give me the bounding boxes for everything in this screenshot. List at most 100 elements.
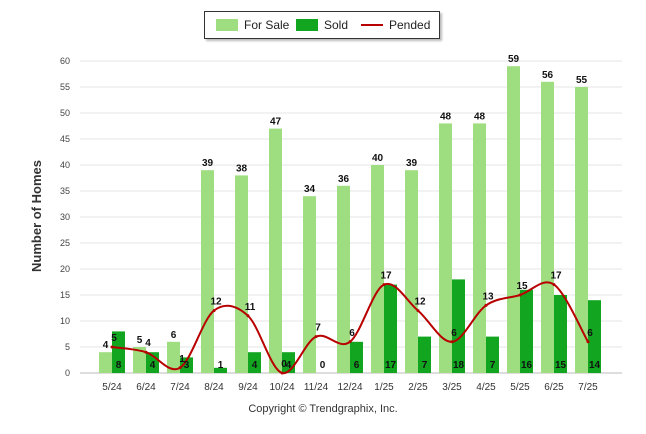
x-tick-label: 12/24 (337, 382, 362, 393)
y-tick-label: 40 (60, 160, 70, 170)
copyright: Copyright © Trendgraphix, Inc. (248, 403, 398, 415)
legend-label-sold: Sold (324, 18, 349, 32)
y-tick-label: 10 (60, 316, 70, 326)
label-for-sale: 38 (236, 163, 248, 174)
bar-sold (112, 331, 125, 373)
label-pended: 12 (210, 297, 222, 308)
x-tick-label: 6/25 (544, 382, 564, 393)
pended-swatch (361, 24, 383, 26)
bar-sold (452, 279, 465, 373)
y-tick-label: 55 (60, 82, 70, 92)
label-pended: 6 (349, 328, 355, 339)
y-tick-label: 50 (60, 108, 70, 118)
bar-sold (214, 367, 227, 373)
label-pended: 13 (482, 291, 494, 302)
x-tick-label: 7/24 (170, 382, 190, 393)
y-tick-label: 20 (60, 264, 70, 274)
label-for-sale: 40 (372, 153, 384, 164)
label-sold: 14 (589, 360, 601, 371)
pended-point (552, 283, 556, 287)
label-sold: 18 (453, 360, 465, 371)
x-tick-label: 3/25 (442, 382, 462, 393)
label-for-sale: 48 (474, 111, 486, 122)
label-pended: 11 (245, 302, 256, 313)
pended-point (450, 340, 454, 344)
legend-label-for-sale: For Sale (244, 18, 290, 32)
label-for-sale: 55 (576, 75, 588, 86)
pended-point (246, 314, 250, 318)
label-sold: 15 (555, 360, 567, 371)
x-tick-label: 2/25 (408, 382, 428, 393)
bar-sold (588, 300, 601, 373)
legend-label-pended: Pended (389, 18, 431, 32)
pended-point (518, 293, 522, 297)
for-sale-swatch (216, 19, 238, 31)
label-pended: 6 (587, 328, 593, 339)
label-sold: 17 (385, 360, 397, 371)
label-for-sale: 4 (103, 340, 109, 351)
y-tick-label: 5 (65, 342, 70, 352)
legend-item-for-sale[interactable]: For Sale (216, 18, 289, 32)
pended-point (178, 366, 182, 370)
pended-point (382, 283, 386, 287)
bar-for-sale (337, 185, 350, 373)
pended-point (484, 303, 488, 307)
label-sold: 8 (116, 360, 122, 371)
x-tick-label: 8/24 (204, 382, 224, 393)
label-pended: 4 (145, 338, 151, 349)
legend-item-sold[interactable]: Sold (296, 18, 348, 32)
bar-sold (350, 341, 363, 373)
label-pended: 12 (414, 297, 426, 308)
pended-point (110, 345, 114, 349)
bar-for-sale (303, 196, 316, 373)
label-pended: 6 (451, 328, 457, 339)
pended-point (212, 309, 216, 313)
pended-point (416, 309, 420, 313)
y-tick-label: 60 (60, 56, 70, 66)
y-tick-label: 35 (60, 186, 70, 196)
x-tick-label: 5/25 (510, 382, 530, 393)
sold-swatch (296, 19, 318, 31)
label-pended: 17 (380, 271, 392, 282)
label-pended: 7 (315, 323, 321, 334)
bar-for-sale (269, 128, 282, 373)
label-for-sale: 6 (171, 330, 177, 341)
bar-sold (554, 295, 567, 373)
label-for-sale: 56 (542, 70, 554, 81)
label-pended: 1 (179, 354, 185, 365)
pended-point (144, 350, 148, 354)
label-for-sale: 36 (338, 174, 350, 185)
y-tick-label: 25 (60, 238, 70, 248)
label-for-sale: 39 (202, 158, 214, 169)
bar-sold (520, 289, 533, 373)
legend: For Sale Sold Pended (204, 11, 440, 39)
label-sold: 4 (252, 360, 258, 371)
x-tick-label: 1/25 (374, 382, 394, 393)
bar-sold (180, 357, 193, 373)
bar-for-sale (201, 170, 214, 373)
label-pended: 5 (111, 333, 117, 344)
label-sold: 4 (286, 360, 292, 371)
label-pended: 15 (516, 281, 528, 292)
pended-point (314, 335, 318, 339)
label-for-sale: 39 (406, 158, 418, 169)
pended-point (348, 340, 352, 344)
bar-for-sale (235, 175, 248, 373)
legend-item-pended[interactable]: Pended (361, 18, 430, 32)
label-sold: 0 (320, 360, 326, 371)
bar-for-sale (473, 123, 486, 374)
pended-point (586, 340, 590, 344)
y-tick-label: 0 (65, 368, 70, 378)
pended-line (110, 281, 590, 375)
x-tick-label: 4/25 (476, 382, 496, 393)
label-sold: 7 (422, 360, 428, 371)
bar-for-sale (507, 66, 520, 373)
x-tick-label: 7/25 (578, 382, 598, 393)
grid-lines (80, 60, 622, 374)
pended-point (280, 371, 284, 375)
x-tick-label: 11/24 (304, 382, 329, 393)
y-tick-label: 45 (60, 134, 70, 144)
label-for-sale: 34 (304, 184, 316, 195)
label-sold: 16 (521, 360, 533, 371)
y-tick-label: 30 (60, 212, 70, 222)
